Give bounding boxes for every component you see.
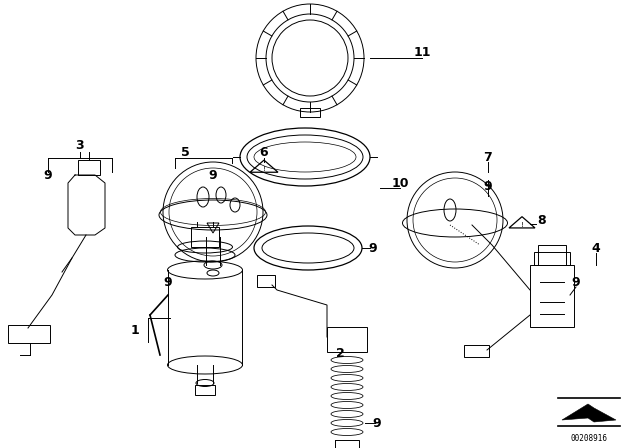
Text: 9: 9 [572, 276, 580, 289]
Text: !: ! [262, 166, 266, 172]
Text: 2: 2 [335, 346, 344, 359]
Text: 11: 11 [413, 46, 431, 59]
Text: 9: 9 [209, 168, 218, 181]
Text: 9: 9 [164, 276, 172, 289]
Text: 7: 7 [484, 151, 492, 164]
Text: 6: 6 [260, 146, 268, 159]
Text: 10: 10 [391, 177, 409, 190]
Text: 9: 9 [484, 180, 492, 193]
Text: 8: 8 [538, 214, 547, 227]
Text: 9: 9 [369, 241, 378, 254]
Polygon shape [562, 404, 616, 422]
Text: 00208916: 00208916 [570, 434, 607, 443]
Text: 9: 9 [44, 168, 52, 181]
Text: !: ! [520, 222, 524, 228]
Text: 3: 3 [76, 138, 84, 151]
Text: 9: 9 [372, 417, 381, 430]
Text: 5: 5 [180, 146, 189, 159]
Text: 1: 1 [131, 323, 140, 336]
Text: 4: 4 [591, 241, 600, 254]
